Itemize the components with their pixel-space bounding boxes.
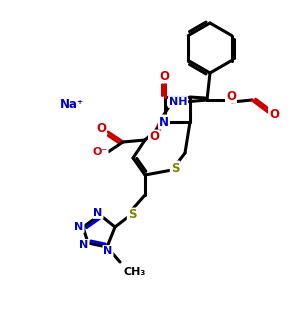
Text: N: N <box>159 116 169 129</box>
Text: S: S <box>128 209 136 222</box>
Text: O: O <box>96 122 106 135</box>
Text: O⁻: O⁻ <box>92 147 108 157</box>
Text: O: O <box>226 90 236 103</box>
Text: N: N <box>103 246 112 256</box>
Text: S: S <box>171 162 179 175</box>
Text: O: O <box>269 108 279 121</box>
Text: O: O <box>159 69 169 82</box>
Text: N: N <box>80 240 88 250</box>
Text: N: N <box>74 222 84 232</box>
Text: O: O <box>149 131 159 144</box>
Text: N: N <box>93 208 103 218</box>
Text: NH: NH <box>169 97 187 107</box>
Text: Na⁺: Na⁺ <box>60 99 84 112</box>
Text: CH₃: CH₃ <box>124 267 146 277</box>
